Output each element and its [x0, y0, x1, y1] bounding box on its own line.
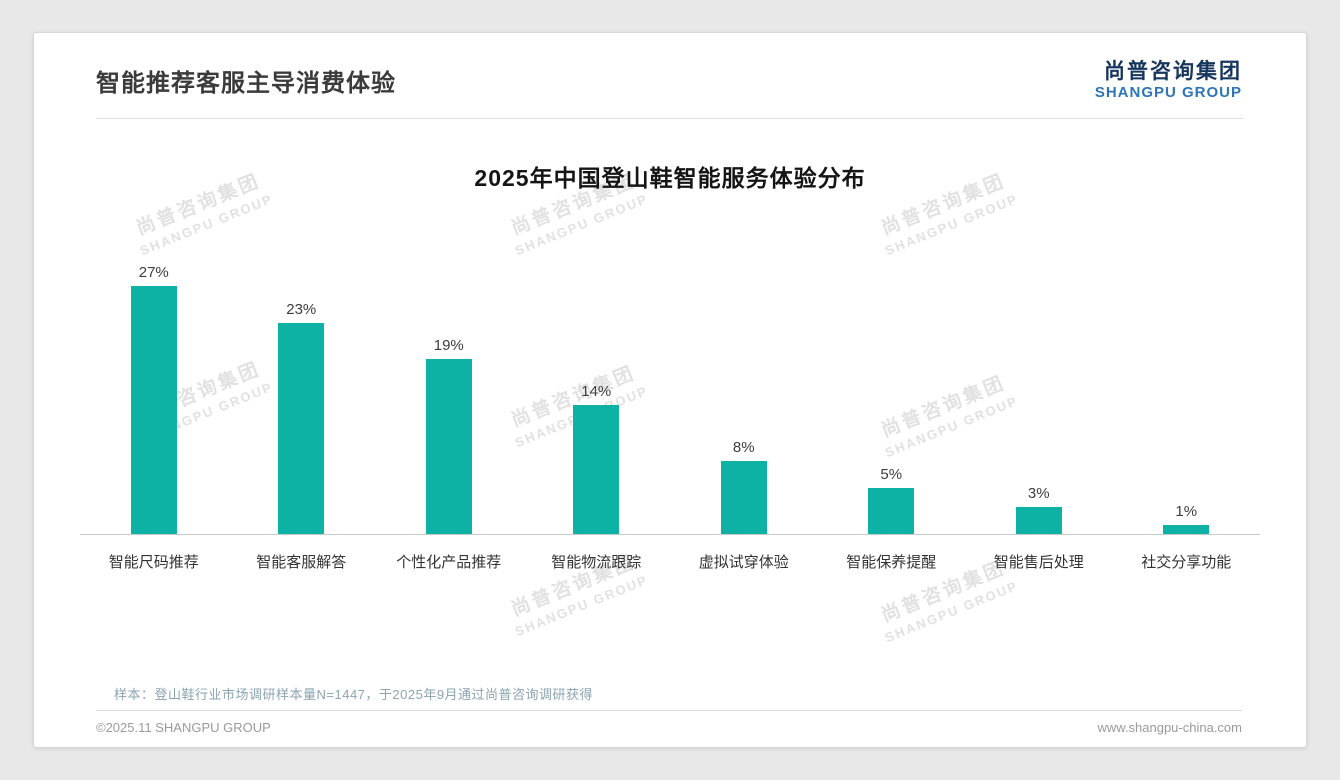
- value-label: 8%: [732, 438, 755, 456]
- bar-column: 27%: [80, 263, 228, 535]
- footer-website: www.shangpu-china.com: [1097, 720, 1242, 735]
- chart-title: 2025年中国登山鞋智能服务体验分布: [474, 165, 866, 192]
- bar-chart-plot: 27% 23% 19% 14% 8% 5% 3% 1% 智能尺码推荐 智能客服解答 个性化产品推荐…: [80, 243, 1260, 572]
- logo-en-text: SHANGPU GROUP: [1094, 84, 1242, 102]
- category-label: 社交分享功能: [1141, 554, 1232, 572]
- bar: [868, 488, 915, 535]
- value-label: 5%: [880, 466, 903, 484]
- bar-column: 3%: [965, 485, 1113, 535]
- bar: [573, 405, 620, 535]
- category-row: 智能尺码推荐 智能客服解答 个性化产品推荐 智能物流跟踪 虚拟试穿体验 智能保养提醒 智能售…: [80, 535, 1260, 572]
- bar-column: 5%: [818, 466, 966, 535]
- bar: [425, 359, 472, 535]
- category-label: 智能售后处理: [993, 554, 1084, 572]
- value-label: 3%: [1027, 484, 1050, 502]
- bar-chart: 27% 23% 19% 14% 8% 5% 3% 1%: [80, 243, 1261, 536]
- header: 智能推荐客服主导消费体验 尚普咨询集团 SHANGPU GROUP: [34, 33, 1306, 118]
- bar: [1163, 525, 1210, 535]
- bar: [130, 285, 177, 535]
- value-label: 14%: [581, 383, 612, 401]
- bar: [278, 322, 325, 535]
- sample-footnote: 样本：登山鞋行业市场调研样本量N=1447，于2025年9月通过尚普咨询调研获得: [114, 687, 594, 702]
- category-label: 虚拟试穿体验: [698, 554, 789, 572]
- bar: [1015, 506, 1062, 535]
- header-divider: [96, 118, 1244, 120]
- footer: ©2025.11 SHANGPU GROUP www.shangpu-china…: [96, 710, 1242, 735]
- bar-column: 23%: [228, 301, 376, 535]
- value-label: 27%: [138, 263, 169, 281]
- slide-content: 智能推荐客服主导消费体验 尚普咨询集团 SHANGPU GROUP 2025年中…: [34, 33, 1306, 747]
- category-label: 智能客服解答: [256, 554, 347, 572]
- bar-column: 14%: [523, 383, 671, 535]
- value-label: 1%: [1175, 503, 1198, 520]
- value-label: 23%: [286, 300, 317, 318]
- category-label: 智能物流跟踪: [551, 554, 642, 572]
- logo-cn-text: 尚普咨询集团: [1104, 60, 1242, 83]
- bar-column: 19%: [375, 337, 523, 535]
- category-label: 智能尺码推荐: [108, 554, 199, 572]
- category-label: 个性化产品推荐: [396, 554, 502, 572]
- bar: [720, 460, 767, 535]
- category-label: 智能保养提醒: [846, 554, 937, 572]
- bar-column: 8%: [670, 439, 818, 535]
- slide-card: 尚普咨询集团 SHANGPU GROUP 尚普咨询集团 SHANGPU GROUP 尚普…: [33, 32, 1307, 748]
- page-title: 智能推荐客服主导消费体验: [96, 70, 396, 98]
- company-logo: 尚普咨询集团 SHANGPU GROUP: [1095, 59, 1242, 102]
- value-label: 19%: [433, 337, 464, 355]
- footer-copyright: ©2025.11 SHANGPU GROUP: [96, 720, 271, 735]
- bar-column: 1%: [1113, 503, 1261, 535]
